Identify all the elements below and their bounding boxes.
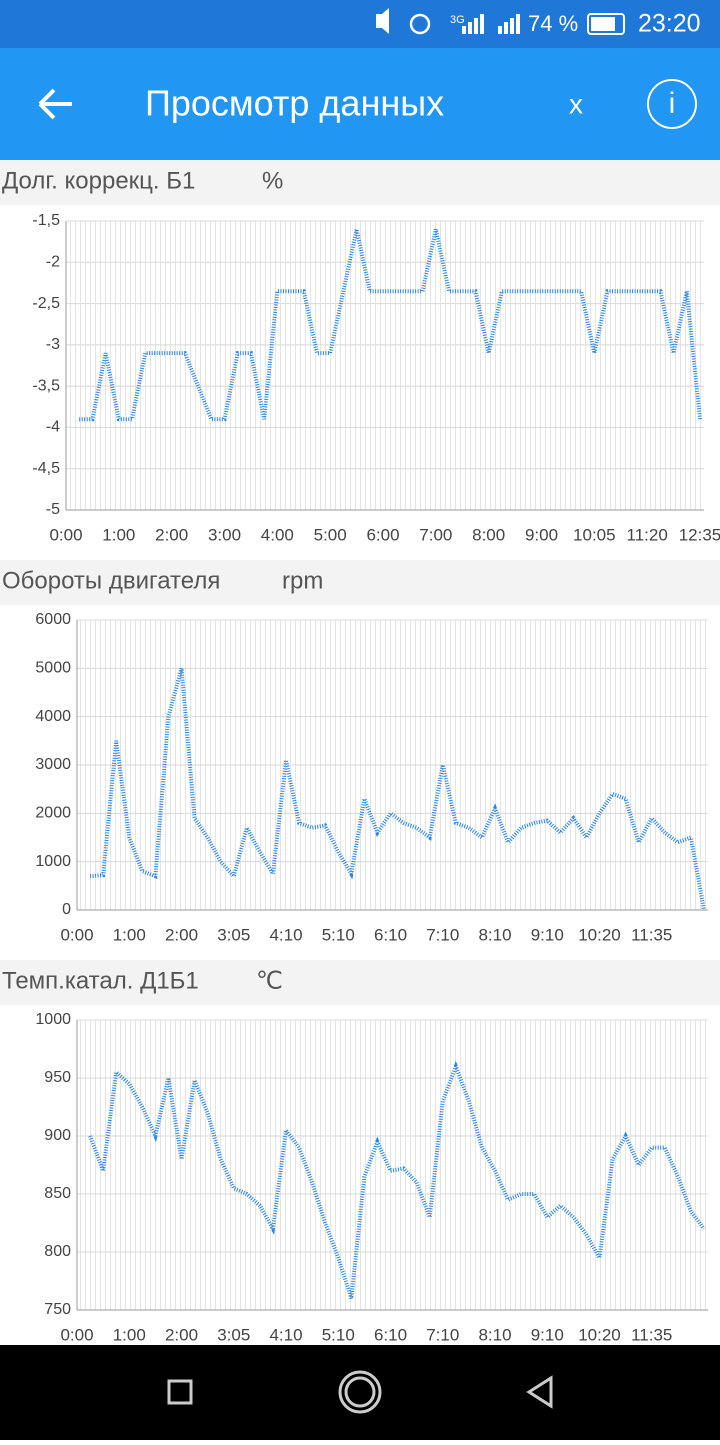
nav-bar <box>0 1345 720 1440</box>
y-tick-label: 750 <box>44 1301 71 1318</box>
x-tick-label: 9:10 <box>531 1325 564 1344</box>
chart-unit: rpm <box>282 567 323 594</box>
battery-icon <box>587 13 625 35</box>
x-tick-label: 8:10 <box>478 925 511 944</box>
info-button[interactable] <box>647 79 697 129</box>
x-tick-label: 5:10 <box>322 1325 355 1344</box>
x-tick-label: 11:35 <box>631 925 672 944</box>
x-tick-label: 10:05 <box>573 525 616 544</box>
section-header <box>0 960 720 1005</box>
x-tick-label: 12:35 <box>679 525 720 544</box>
y-tick-label: -3,5 <box>32 377 60 394</box>
x-tick-label: 4:00 <box>261 525 294 544</box>
x-tick-label: 2:00 <box>165 925 198 944</box>
y-tick-label: 1000 <box>35 853 71 870</box>
x-tick-label: 3:05 <box>217 1325 250 1344</box>
y-tick-label: -5 <box>46 501 60 518</box>
status-icons <box>376 8 625 35</box>
y-tick-label: 900 <box>44 1127 71 1144</box>
x-tick-label: 9:00 <box>525 525 558 544</box>
y-tick-label: 0 <box>62 901 71 918</box>
data-line <box>88 1060 706 1300</box>
x-tick-label: 2:00 <box>155 525 188 544</box>
x-tick-label: 10:20 <box>578 1325 621 1344</box>
x-tick-label: 7:00 <box>419 525 452 544</box>
y-tick-label: -4 <box>46 419 60 436</box>
y-tick-label: 950 <box>44 1069 71 1086</box>
section-header <box>0 160 720 205</box>
x-tick-label: 7:10 <box>426 1325 459 1344</box>
y-tick-label: 800 <box>44 1243 71 1260</box>
chart-unit: % <box>262 167 283 194</box>
y-tick-label: -2 <box>46 254 60 271</box>
y-tick-label: 1000 <box>35 1011 71 1028</box>
x-tick-label: 1:00 <box>113 925 146 944</box>
battery-level <box>591 17 615 31</box>
x-tick-label: 11:35 <box>631 1325 672 1344</box>
close-button[interactable]: x <box>569 88 583 119</box>
y-tick-label: 2000 <box>35 805 71 822</box>
charts: Долг. коррекц. Б1 % -5 -4,5 -4 -3,5 -3 -2,5 -2 -1… <box>0 160 720 1344</box>
alarm-icon <box>409 13 431 35</box>
y-tick-label: -4,5 <box>32 460 60 477</box>
x-tick-label: 1:00 <box>113 1325 146 1344</box>
chart-unit: ℃ <box>256 967 283 994</box>
x-tick-label: 8:10 <box>478 1325 511 1344</box>
network-type: 3G <box>450 14 465 26</box>
y-tick-label: -2,5 <box>32 295 60 312</box>
data-line <box>79 228 702 422</box>
battery-percent: 74 % <box>528 11 578 36</box>
x-tick-label: 0:00 <box>49 525 82 544</box>
plot-grid <box>66 221 704 510</box>
x-tick-label: 10:20 <box>578 925 621 944</box>
section-header <box>0 560 720 605</box>
chart-title: Темп.катал. Д1Б1 <box>2 967 199 994</box>
plot-grid <box>77 1020 708 1310</box>
x-tick-label: 3:05 <box>217 925 250 944</box>
x-tick-label: 7:10 <box>426 925 459 944</box>
y-tick-label: 6000 <box>35 611 71 628</box>
x-tick-label: 0:00 <box>60 1325 93 1344</box>
x-tick-label: 9:10 <box>531 925 564 944</box>
x-tick-label: 5:00 <box>314 525 347 544</box>
signal-icon <box>462 14 484 34</box>
x-tick-label: 5:10 <box>322 925 355 944</box>
y-tick-label: 850 <box>44 1185 71 1202</box>
x-tick-label: 4:10 <box>269 925 302 944</box>
x-tick-label: 2:00 <box>165 1325 198 1344</box>
mute-icon <box>376 8 389 34</box>
home-inner <box>344 1376 376 1408</box>
home-button[interactable] <box>338 1370 382 1414</box>
app-title: Просмотр данных <box>145 83 444 124</box>
clock: 23:20 <box>638 10 701 38</box>
recents-button[interactable] <box>167 1379 193 1405</box>
back-button[interactable] <box>38 88 72 120</box>
x-tick-label: 0:00 <box>60 925 93 944</box>
x-tick-label: 11:20 <box>627 525 668 544</box>
y-tick-label: 4000 <box>35 708 71 725</box>
y-tick-label: 3000 <box>35 756 71 773</box>
y-tick-label: 5000 <box>35 660 71 677</box>
x-tick-label: 3:00 <box>208 525 241 544</box>
x-tick-label: 4:10 <box>269 1325 302 1344</box>
x-tick-label: 8:00 <box>472 525 505 544</box>
chart-title: Долг. коррекц. Б1 <box>2 167 195 194</box>
data-line <box>89 667 706 911</box>
x-tick-label: 6:10 <box>374 1325 407 1344</box>
chart-title: Обороты двигателя <box>2 567 220 594</box>
x-tick-label: 6:00 <box>366 525 399 544</box>
info-label: i <box>669 87 676 120</box>
y-tick-label: -1,5 <box>32 212 60 229</box>
x-tick-label: 6:10 <box>374 925 407 944</box>
signal-icon <box>498 14 520 34</box>
x-tick-label: 1:00 <box>102 525 135 544</box>
app-bar <box>0 48 720 160</box>
y-tick-label: -3 <box>46 336 60 353</box>
back-nav-button[interactable] <box>526 1375 553 1409</box>
